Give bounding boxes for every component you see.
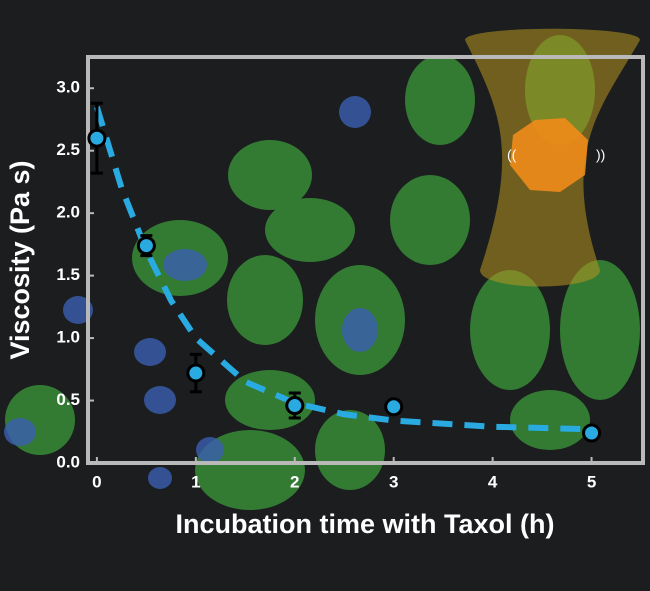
x-tick-label: 0 <box>92 472 101 491</box>
svg-text:)): )) <box>596 147 605 163</box>
x-tick-label: 4 <box>488 472 498 491</box>
y-tick-label: 0.5 <box>56 390 80 409</box>
data-point <box>186 363 206 383</box>
data-point <box>136 236 156 256</box>
x-tick-label: 5 <box>587 472 596 491</box>
x-axis-label: Incubation time with Taxol (h) <box>176 509 555 539</box>
svg-text:((: (( <box>507 147 517 163</box>
y-tick-label: 1.0 <box>56 328 80 347</box>
fit-line <box>94 106 592 433</box>
plot-frame <box>86 55 645 465</box>
x-tick-label: 2 <box>290 472 299 491</box>
y-tick-label: 3.0 <box>56 78 80 97</box>
y-tick-label: 0.0 <box>56 452 80 471</box>
y-axis-label: Viscosity (Pa s) <box>5 160 35 359</box>
data-point <box>87 128 107 148</box>
data-point <box>384 397 404 417</box>
y-tick-label: 1.5 <box>56 265 80 284</box>
trap-schematic: (( )) <box>465 28 640 287</box>
data-point <box>285 396 305 416</box>
x-tick-label: 3 <box>389 472 398 491</box>
y-tick-label: 2.5 <box>56 140 80 159</box>
y-tick-label: 2.0 <box>56 203 80 222</box>
data-point <box>582 423 602 443</box>
x-tick-label: 1 <box>191 472 200 491</box>
